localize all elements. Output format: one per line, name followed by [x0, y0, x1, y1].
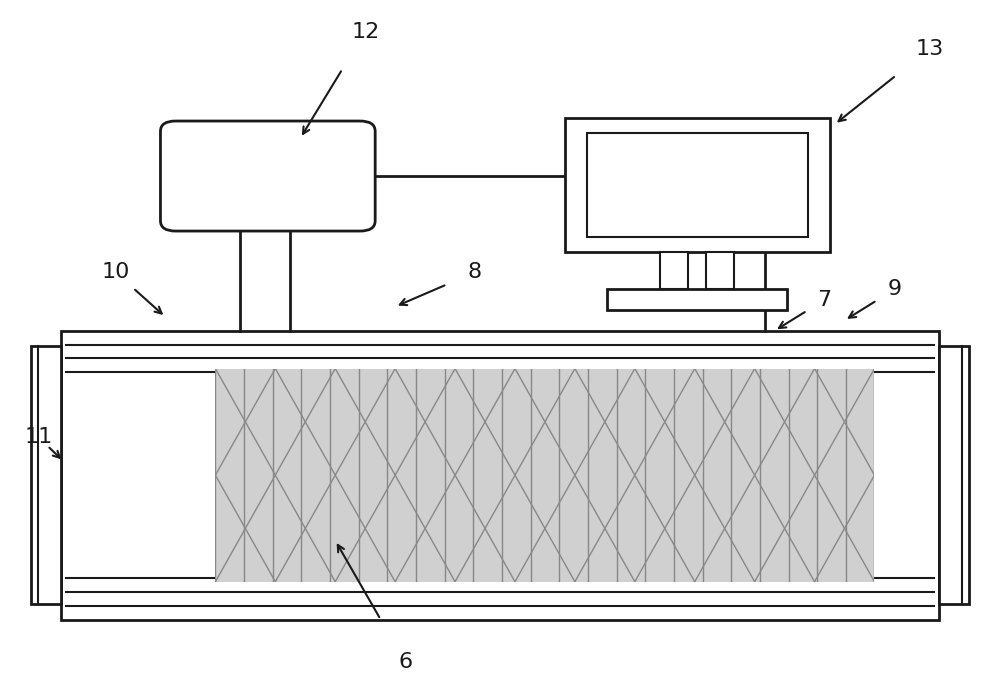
Text: 10: 10 [101, 263, 130, 282]
Text: 13: 13 [915, 39, 944, 59]
Bar [565, 118, 830, 251]
Bar [587, 133, 808, 236]
FancyBboxPatch shape [160, 121, 375, 231]
Text: 11: 11 [25, 427, 53, 447]
Text: 12: 12 [351, 21, 379, 41]
Bar [215, 369, 874, 582]
Text: 8: 8 [468, 263, 482, 282]
Bar [939, 346, 969, 604]
Bar [61, 331, 939, 619]
Bar [660, 251, 688, 289]
Bar [706, 251, 734, 289]
Bar [607, 289, 787, 310]
Text: 6: 6 [398, 652, 412, 672]
Text: 7: 7 [817, 290, 832, 310]
Text: 9: 9 [887, 280, 902, 300]
Bar [31, 346, 61, 604]
